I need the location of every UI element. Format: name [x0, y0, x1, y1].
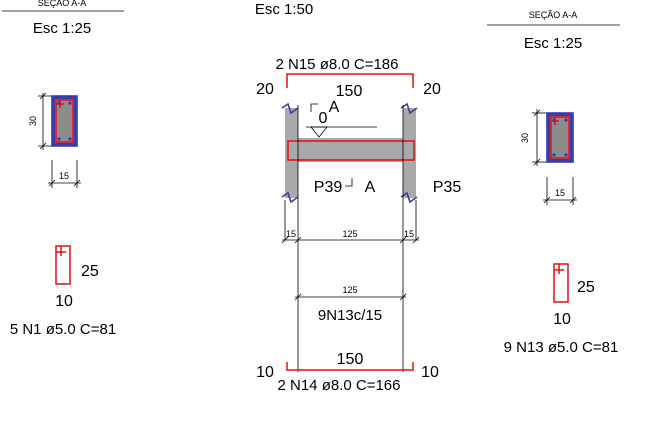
stirrup-span-text: 125	[342, 285, 357, 295]
level-triangle	[310, 126, 328, 138]
left-stirrup-shape	[55, 245, 71, 285]
left-section-concrete	[55, 99, 74, 143]
right-section-stirrup	[550, 116, 570, 159]
left-pillar-break-bot	[281, 191, 299, 204]
left-pillar-break-top	[281, 102, 299, 115]
dim-left: 15	[286, 229, 296, 239]
left-dim-height-tick-top	[39, 92, 47, 100]
left-stirrup-height: 25	[81, 263, 99, 280]
beam-rebar-cage	[287, 140, 415, 161]
bottom-bar	[286, 362, 414, 371]
right-dim-height-text: 30	[520, 133, 530, 143]
elevation: Esc 1:50 2 N15 ø8.0 C=186 20 150 20 A 0 …	[255, 1, 462, 394]
left-section-title: SEÇÃO A-A	[38, 0, 87, 8]
right-section-concrete	[550, 116, 570, 159]
right-dim-height-tick-top	[533, 109, 541, 117]
left-section-bar-tl	[57, 101, 61, 105]
bottom-length: 150	[337, 351, 364, 368]
dim-row-tick-3	[399, 236, 407, 244]
level-value: 0	[319, 110, 328, 127]
left-section-bar-bl	[57, 137, 61, 141]
cut-mark-top-label: A	[329, 99, 340, 116]
right-section-bar-br	[564, 153, 568, 157]
left-section-bar-tr	[68, 101, 72, 105]
right-section-bar-tl	[552, 118, 556, 122]
right-stirrup-label: 9 N13 ø5.0 C=81	[504, 339, 619, 356]
cut-mark-bottom	[345, 178, 353, 187]
right-section-title: SEÇÃO A-A	[529, 10, 578, 20]
dim-row-tick-4	[412, 236, 420, 244]
dim-span: 125	[342, 229, 357, 239]
dim-row-tick-1	[281, 236, 289, 244]
right-section-bar-tr	[564, 118, 568, 122]
left-section-stirrup	[55, 99, 74, 143]
elevation-scale: Esc 1:50	[255, 1, 313, 18]
left-dim-width-text: 15	[59, 171, 69, 181]
right-section-bar-bl	[552, 153, 556, 157]
dim-row-tick-2	[294, 236, 302, 244]
left-dim-height-tick-bot	[39, 142, 47, 150]
left-stirrup-detail: 25 10 5 N1 ø5.0 C=81	[10, 245, 116, 338]
beam-shape	[288, 138, 414, 162]
left-pillar-label: P39	[314, 179, 343, 196]
left-section: SEÇÃO A-A Esc 1:25 30 15	[2, 0, 124, 188]
left-section-scale: Esc 1:25	[33, 20, 91, 37]
bottom-right-hook: 10	[421, 364, 439, 381]
right-dim-width-tick-l	[543, 196, 551, 204]
left-section-bar-br	[68, 137, 72, 141]
top-left-hook: 20	[256, 81, 274, 98]
top-bar	[286, 73, 414, 88]
left-stirrup-width: 10	[55, 293, 73, 310]
top-right-hook: 20	[423, 81, 441, 98]
bottom-left-hook: 10	[256, 364, 274, 381]
left-dim-height-text: 30	[28, 116, 38, 126]
right-pillar-label: P35	[433, 179, 462, 196]
right-section: SEÇÃO A-A Esc 1:25 30 15	[487, 10, 620, 205]
right-dim-height-tick-bot	[533, 158, 541, 166]
stirrup-label: 9N13c/15	[318, 307, 382, 324]
right-dim-width-tick-r	[569, 196, 577, 204]
right-dim-width-text: 15	[555, 188, 565, 198]
top-length: 150	[336, 83, 363, 100]
stirrup-span-tick-l	[294, 293, 302, 301]
dim-right: 15	[404, 229, 414, 239]
right-stirrup-detail: 25 10 9 N13 ø5.0 C=81	[504, 263, 619, 356]
left-dim-width-tick-l	[48, 179, 56, 187]
right-section-scale: Esc 1:25	[524, 35, 582, 52]
top-bar-label: 2 N15 ø8.0 C=186	[276, 56, 399, 73]
cut-mark-bottom-label: A	[365, 179, 376, 196]
right-pillar-break-bot	[400, 191, 418, 204]
right-pillar-break-top	[400, 102, 418, 115]
right-stirrup-height: 25	[577, 279, 595, 296]
left-stirrup-label: 5 N1 ø5.0 C=81	[10, 321, 116, 338]
cut-mark-top	[310, 103, 318, 112]
stirrup-span-tick-r	[399, 293, 407, 301]
right-stirrup-width: 10	[553, 311, 571, 328]
bottom-bar-label: 2 N14 ø8.0 C=166	[278, 377, 401, 394]
left-dim-width-tick-r	[73, 179, 81, 187]
right-stirrup-shape	[553, 263, 569, 303]
